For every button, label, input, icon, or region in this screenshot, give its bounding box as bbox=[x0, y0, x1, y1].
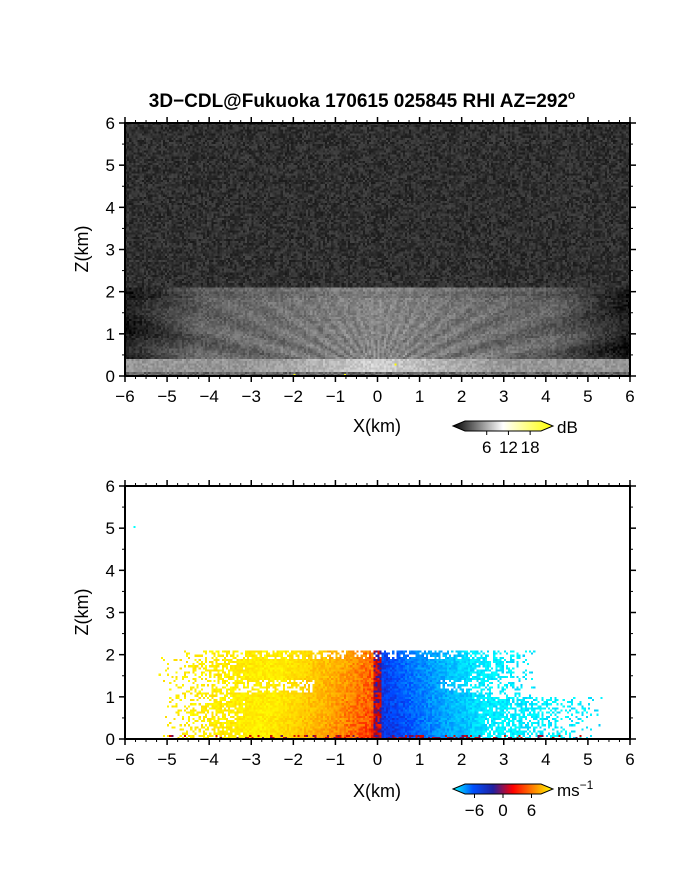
velocity-colorbar-unit: ms−1 bbox=[557, 778, 594, 800]
x-tick-label: 4 bbox=[541, 387, 550, 406]
x-tick-label: 3 bbox=[499, 387, 508, 406]
velocity-xlabel: X(km) bbox=[353, 781, 401, 801]
velocity-panel: −6 −5 −4 −3 −2 −1 0 1 2 3 4 5 6 0 1 2 3 4 5 6 X(km) Z(km) −… bbox=[72, 477, 636, 820]
colorbar-tick-label: 18 bbox=[521, 438, 540, 457]
velocity-heatmap bbox=[125, 486, 630, 739]
y-tick-label: 5 bbox=[106, 519, 115, 538]
y-tick-label: 1 bbox=[106, 688, 115, 707]
velocity-ylabel: Z(km) bbox=[72, 589, 92, 636]
colorbar-tick-label: 6 bbox=[482, 438, 491, 457]
colorbar-bar bbox=[451, 420, 555, 432]
x-tick-label: −3 bbox=[242, 387, 261, 406]
x-tick-label: 1 bbox=[415, 387, 424, 406]
x-tick-label: 4 bbox=[541, 750, 550, 769]
x-tick-label: −4 bbox=[199, 387, 218, 406]
reflectivity-heatmap bbox=[125, 123, 630, 376]
x-tick-label: −6 bbox=[115, 387, 134, 406]
x-tick-label: −1 bbox=[326, 750, 345, 769]
y-tick-label: 5 bbox=[106, 156, 115, 175]
x-tick-label: 5 bbox=[583, 750, 592, 769]
x-tick-label: 6 bbox=[625, 750, 634, 769]
y-tick-label: 4 bbox=[106, 198, 115, 217]
reflectivity-colorbar: 6 12 18 bbox=[451, 420, 555, 457]
x-tick-label: −4 bbox=[199, 750, 218, 769]
x-tick-label: −5 bbox=[157, 750, 176, 769]
colorbar-tick-label: −6 bbox=[465, 801, 484, 820]
x-tick-label: 0 bbox=[373, 387, 382, 406]
colorbar-tick-label: 0 bbox=[498, 801, 507, 820]
x-tick-label: 0 bbox=[373, 750, 382, 769]
x-tick-label: 2 bbox=[457, 750, 466, 769]
y-tick-label: 1 bbox=[106, 325, 115, 344]
chart-title: 3D−CDL@Fukuoka 170615 025845 RHI AZ=292o bbox=[149, 88, 576, 112]
x-tick-label: 1 bbox=[415, 750, 424, 769]
x-tick-label: −5 bbox=[157, 387, 176, 406]
x-tick-label: −2 bbox=[284, 750, 303, 769]
velocity-axes: −6 −5 −4 −3 −2 −1 0 1 2 3 4 5 6 0 1 2 3 4 5 6 bbox=[106, 477, 636, 769]
y-tick-label: 2 bbox=[106, 283, 115, 302]
y-tick-label: 6 bbox=[106, 114, 115, 133]
colorbar-tick-label: 12 bbox=[499, 438, 518, 457]
y-tick-label: 3 bbox=[106, 241, 115, 260]
reflectivity-colorbar-unit: dB bbox=[557, 418, 578, 437]
x-tick-label: −1 bbox=[326, 387, 345, 406]
x-tick-label: −2 bbox=[284, 387, 303, 406]
colorbar-tick-label: 6 bbox=[527, 801, 536, 820]
x-tick-label: −3 bbox=[242, 750, 261, 769]
y-tick-label: 0 bbox=[106, 730, 115, 749]
y-tick-label: 4 bbox=[106, 561, 115, 580]
reflectivity-axes: −6 −5 −4 −3 −2 −1 0 1 2 3 4 5 6 0 1 2 3 4 5 6 bbox=[106, 114, 636, 406]
y-tick-label: 6 bbox=[106, 477, 115, 496]
colorbar-bar bbox=[451, 783, 555, 795]
velocity-colorbar: −6 0 6 bbox=[451, 783, 555, 820]
reflectivity-xlabel: X(km) bbox=[353, 416, 401, 436]
x-tick-label: 5 bbox=[583, 387, 592, 406]
y-tick-label: 0 bbox=[106, 367, 115, 386]
reflectivity-ylabel: Z(km) bbox=[72, 226, 92, 273]
x-tick-label: −6 bbox=[115, 750, 134, 769]
x-tick-label: 3 bbox=[499, 750, 508, 769]
y-tick-label: 3 bbox=[106, 604, 115, 623]
x-tick-label: 6 bbox=[625, 387, 634, 406]
y-tick-label: 2 bbox=[106, 646, 115, 665]
x-tick-label: 2 bbox=[457, 387, 466, 406]
